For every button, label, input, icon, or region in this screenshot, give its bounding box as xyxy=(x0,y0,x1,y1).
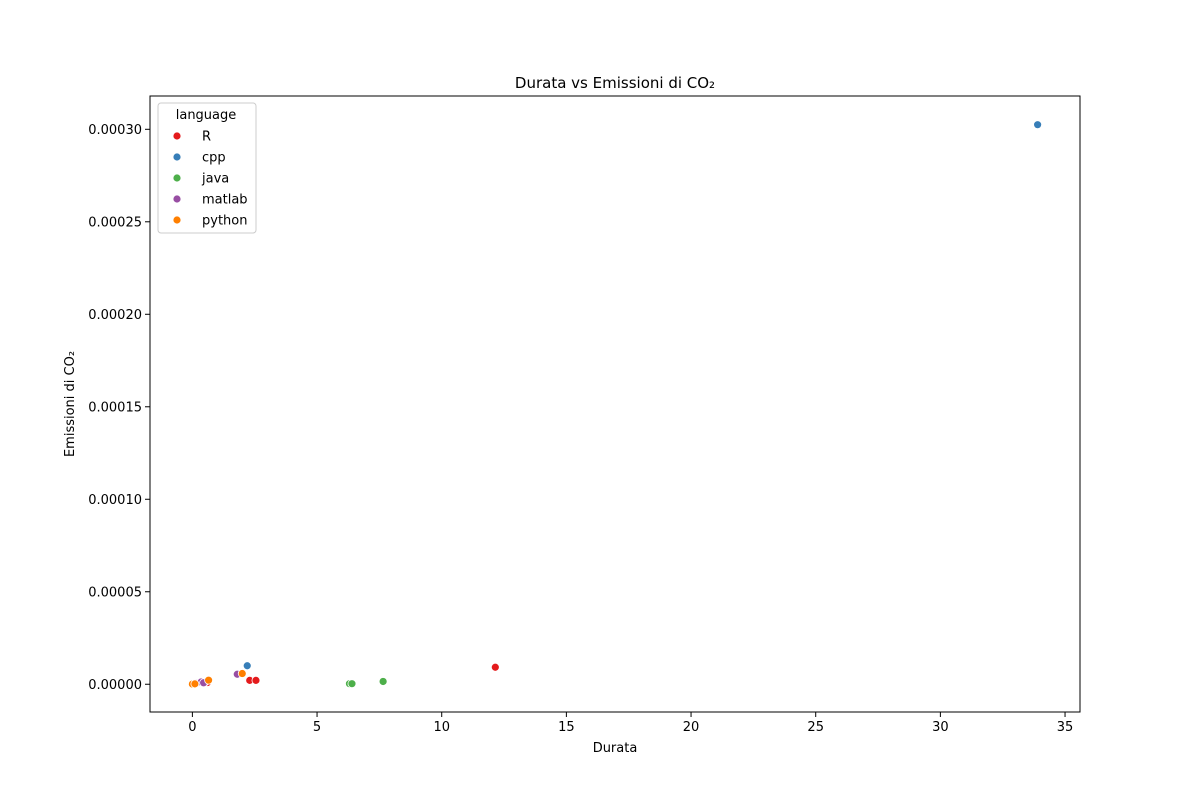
data-point-python-4 xyxy=(190,679,200,689)
plot-frame xyxy=(149,95,1081,713)
data-point-java-2 xyxy=(347,679,357,689)
data-point-python-1 xyxy=(204,675,213,685)
legend-marker-R xyxy=(172,131,182,141)
y-tick-label: 0.00025 xyxy=(88,215,142,230)
y-tick-label: 0.00010 xyxy=(88,493,142,508)
y-tick-label: 0.00005 xyxy=(88,585,142,600)
legend-marker-cpp xyxy=(172,152,182,162)
x-tick-label: 35 xyxy=(1057,720,1074,735)
y-tick-label: 0.00000 xyxy=(88,678,142,693)
data-point-R-2 xyxy=(251,675,261,685)
y-tick-label: 0.00015 xyxy=(88,400,142,415)
x-axis-ticks: 0 5 10 15 20 25 30 35 xyxy=(188,712,1073,735)
legend-label-R: R xyxy=(202,130,211,145)
data-point-cpp-0 xyxy=(1033,120,1043,130)
legend-label-java: java xyxy=(201,172,229,187)
x-tick-label: 0 xyxy=(188,720,196,735)
points-layer xyxy=(187,120,1043,689)
legend-label-python: python xyxy=(202,214,247,229)
legend-marker-python xyxy=(172,215,182,225)
x-tick-label: 30 xyxy=(932,720,949,735)
data-point-cpp-1 xyxy=(242,661,252,671)
legend-label-matlab: matlab xyxy=(202,193,248,208)
legend-title: language xyxy=(176,108,237,123)
legend-marker-matlab xyxy=(172,194,182,204)
y-axis-label: Emissioni di CO₂ xyxy=(63,351,78,457)
x-tick-label: 10 xyxy=(433,720,450,735)
data-point-python-0 xyxy=(237,669,247,678)
x-tick-label: 25 xyxy=(807,720,824,735)
x-tick-label: 15 xyxy=(558,720,575,735)
data-point-java-0 xyxy=(378,677,388,686)
y-tick-label: 0.00030 xyxy=(88,123,142,138)
data-point-R-0 xyxy=(490,662,500,672)
y-axis-ticks: 0.00000 0.00005 0.00010 0.00015 0.00020 0.000… xyxy=(88,123,150,693)
legend-box xyxy=(157,102,257,234)
x-tick-label: 20 xyxy=(683,720,700,735)
chart-title: Durata vs Emissioni di CO₂ xyxy=(515,74,715,92)
y-tick-label: 0.00020 xyxy=(88,308,142,323)
legend-label-cpp: cpp xyxy=(202,151,226,166)
x-tick-label: 5 xyxy=(313,720,321,735)
x-axis-label: Durata xyxy=(593,741,638,756)
legend-marker-java xyxy=(172,173,182,183)
